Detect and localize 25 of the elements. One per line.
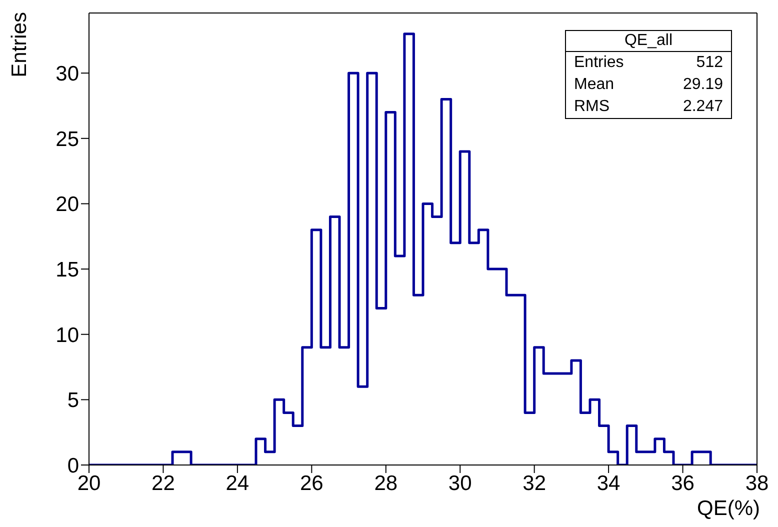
x-tick-label: 34 (596, 472, 621, 495)
annotation: 2.247 (682, 97, 723, 117)
annotation: 512 (696, 53, 723, 73)
x-tick-label: 36 (671, 472, 694, 495)
annotation: Mean (574, 75, 614, 95)
annotation: 29.19 (682, 75, 723, 95)
x-tick-label: 24 (226, 472, 250, 495)
y-axis-title: Entries (8, 12, 32, 78)
annotation: Entries (574, 53, 624, 73)
y-tick-label: 5 (67, 389, 79, 412)
y-tick-label: 0 (67, 454, 79, 478)
x-tick-label: 38 (745, 472, 769, 495)
x-tick-label: 32 (522, 472, 546, 495)
y-tick-label: 10 (56, 324, 79, 347)
y-tick-label: 15 (56, 258, 79, 282)
annotation: QE_all (566, 31, 731, 52)
x-tick-label: 30 (448, 472, 472, 495)
x-tick-label: 22 (152, 472, 175, 495)
y-tick-label: 25 (56, 128, 79, 151)
x-tick-label: 28 (374, 472, 398, 495)
x-tick-label: 26 (300, 472, 324, 495)
y-tick-label: 30 (56, 62, 79, 86)
annotation: RMS (574, 97, 610, 117)
y-tick-label: 20 (56, 193, 79, 216)
x-axis-title: QE(%) (697, 497, 760, 521)
